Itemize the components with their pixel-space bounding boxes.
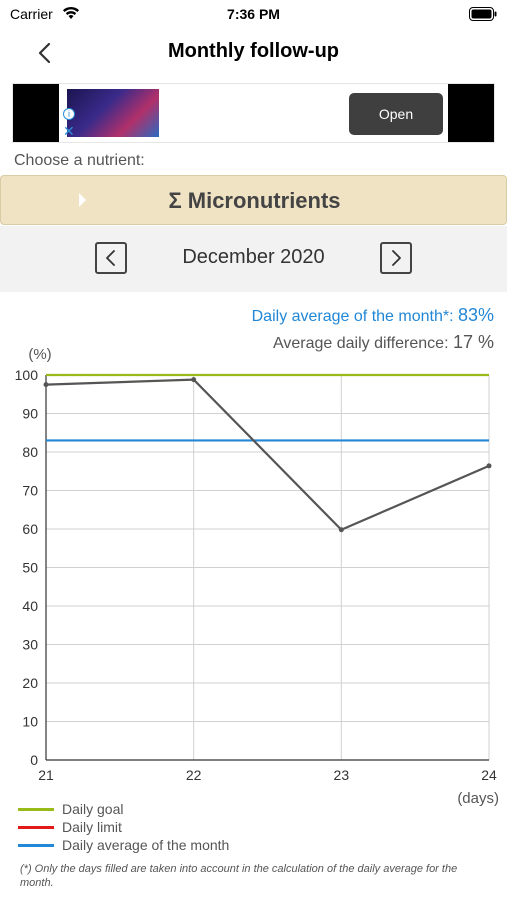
ad-side-panel-left xyxy=(13,84,59,142)
monthly-average-stat: Daily average of the month*: 83% xyxy=(252,305,494,326)
previous-month-button[interactable] xyxy=(95,242,127,274)
daily-difference-stat: Average daily difference: 17 % xyxy=(273,332,494,353)
chart-legend: Daily goal Daily limit Daily average of th… xyxy=(18,800,229,854)
chevron-left-icon xyxy=(38,42,51,64)
daily-difference-value: 17 % xyxy=(452,332,494,352)
data-point xyxy=(191,377,197,383)
next-month-button[interactable] xyxy=(380,242,412,274)
month-label: December 2020 xyxy=(182,246,325,268)
page-title: Monthly follow-up xyxy=(167,40,340,62)
legend-swatch xyxy=(18,843,54,847)
y-tick-label: 70 xyxy=(22,483,38,499)
wifi-icon xyxy=(63,6,79,19)
y-tick-label: 10 xyxy=(22,714,38,730)
ad-open-button[interactable]: Open xyxy=(349,93,443,135)
y-tick-label: 30 xyxy=(22,637,38,653)
chevron-left-icon xyxy=(106,250,115,266)
x-axis-label: (days) xyxy=(457,790,499,807)
selected-nutrient: Σ Micronutrients xyxy=(168,188,341,213)
status-bar: Carrier 7:36 PM xyxy=(0,0,507,30)
ad-image[interactable] xyxy=(67,89,159,137)
data-point xyxy=(338,527,344,533)
y-tick-label: 20 xyxy=(22,675,38,691)
choose-nutrient-label: Choose a nutrient: xyxy=(14,152,145,169)
legend-swatch xyxy=(18,807,54,811)
x-tick-label: 21 xyxy=(38,767,54,783)
x-tick-label: 24 xyxy=(481,767,497,783)
data-point xyxy=(486,463,492,469)
carrier-label: Carrier xyxy=(10,6,53,22)
y-tick-label: 0 xyxy=(30,752,38,768)
legend-label: Daily average of the month xyxy=(62,837,230,853)
legend-swatch xyxy=(18,825,54,829)
y-tick-label: 100 xyxy=(15,367,39,383)
monthly-line-chart: 0 10 20 30 40 50 60 70 80 90 100 21 22 23 24 (%) (days) xyxy=(15,346,499,807)
footnote: (*) Only the days filled are taken into … xyxy=(20,863,458,889)
y-tick-label: 80 xyxy=(22,444,38,460)
monthly-average-label: Daily average of the month*: xyxy=(251,308,454,325)
x-tick-label: 22 xyxy=(186,767,202,783)
legend-item: Daily goal xyxy=(18,800,229,818)
y-tick-label: 60 xyxy=(22,521,38,537)
x-tick-label: 23 xyxy=(334,767,350,783)
legend-label: Daily goal xyxy=(62,801,124,817)
y-tick-label: 90 xyxy=(22,406,38,422)
y-tick-label: 40 xyxy=(22,598,38,614)
ad-side-panel-right xyxy=(448,84,494,142)
legend-item: Daily average of the month xyxy=(18,836,229,854)
monthly-average-value: 83% xyxy=(457,305,494,325)
info-icon[interactable]: i xyxy=(63,108,75,120)
month-navigator: December 2020 xyxy=(0,226,507,292)
battery-icon xyxy=(469,7,497,21)
chevron-right-icon xyxy=(392,250,401,266)
navigation-bar: Monthly follow-up xyxy=(0,30,507,76)
close-icon[interactable]: ✕ xyxy=(63,123,75,139)
data-series-line xyxy=(45,378,490,531)
y-axis-label: (%) xyxy=(28,346,51,363)
data-point xyxy=(43,382,49,388)
legend-item: Daily limit xyxy=(18,818,229,836)
daily-difference-label: Average daily difference: xyxy=(272,335,449,352)
ad-banner[interactable]: i ✕ Open xyxy=(12,83,495,143)
back-button[interactable] xyxy=(30,38,60,68)
clock-time: 7:36 PM xyxy=(227,6,280,22)
nutrient-selector[interactable]: Σ Micronutrients xyxy=(0,175,507,225)
y-tick-label: 50 xyxy=(22,560,38,576)
caret-right-icon xyxy=(79,193,86,207)
legend-label: Daily limit xyxy=(62,819,122,835)
